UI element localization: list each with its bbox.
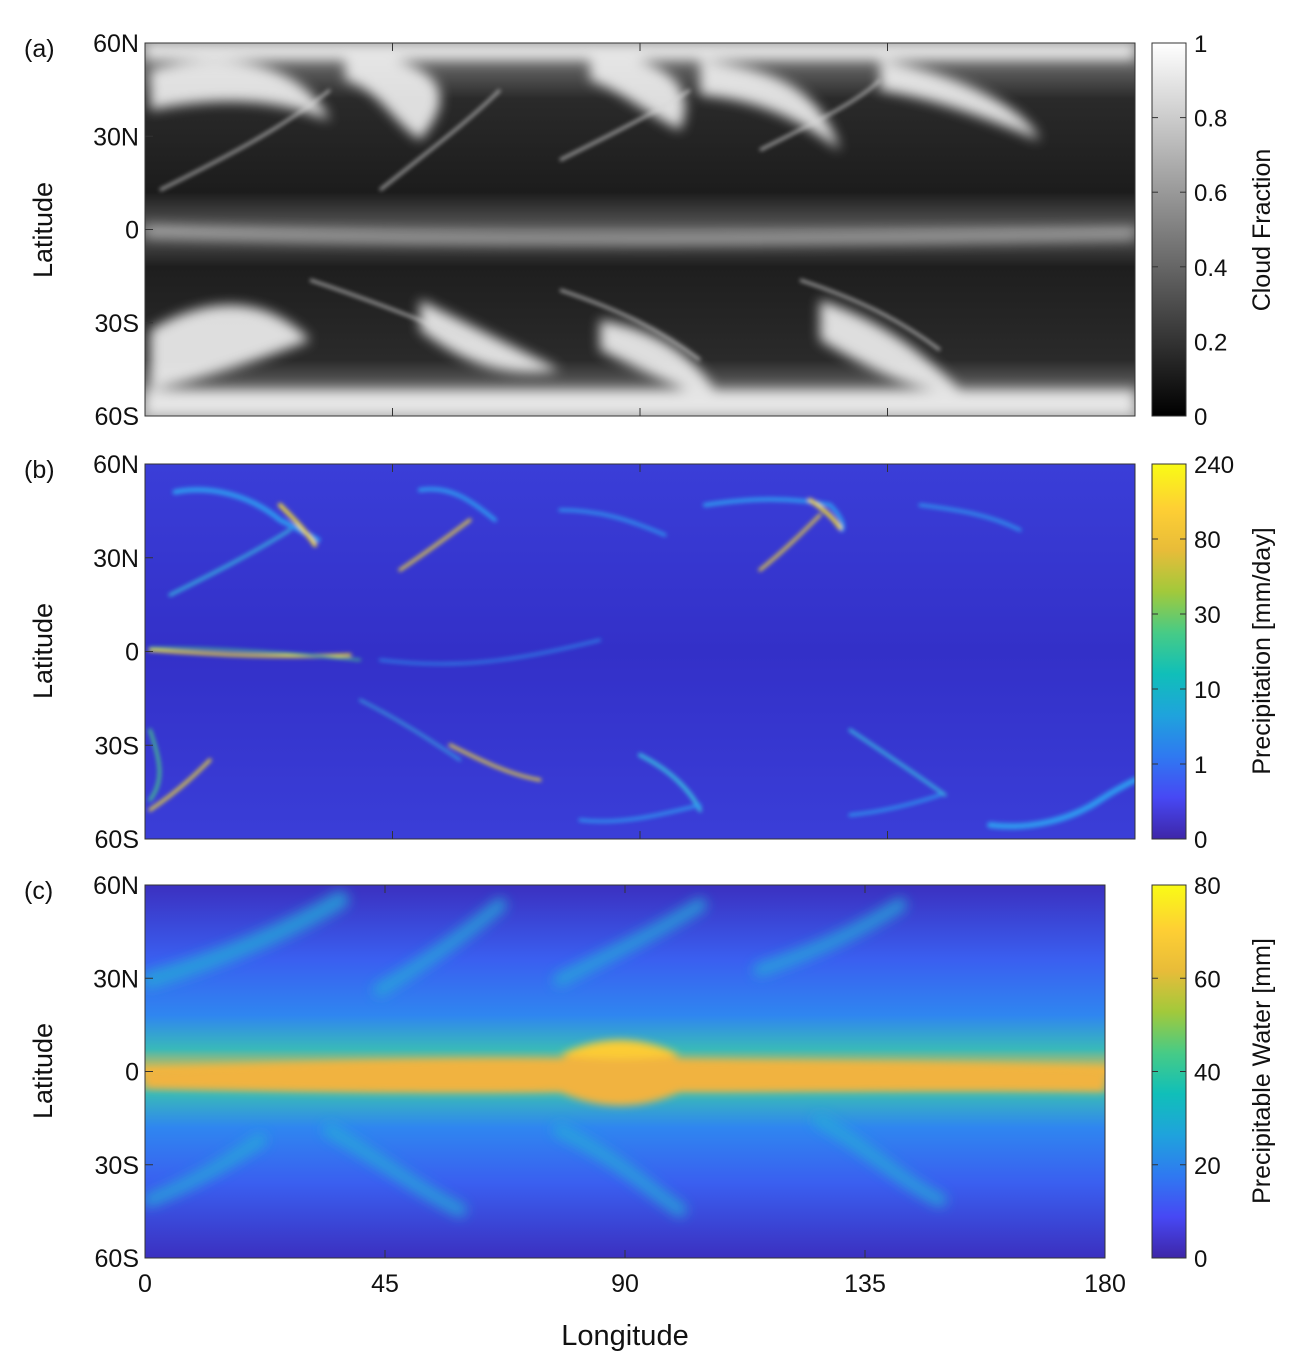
- colorbar-tick-label: 40: [1194, 1060, 1221, 1087]
- colorbar-tick-label: 0: [1194, 1246, 1207, 1273]
- colorbar-tick-label: 240: [1194, 452, 1234, 479]
- y-tick-label: 30S: [95, 310, 139, 338]
- y-tick-label: 30N: [93, 965, 139, 993]
- y-tick-label: 30N: [93, 123, 139, 151]
- y-tick-label: 60S: [95, 1245, 139, 1273]
- colorbar-tick-label: 80: [1194, 527, 1221, 554]
- colorbar: [1151, 42, 1187, 417]
- x-tick-label: 45: [371, 1270, 399, 1298]
- x-ticks: [144, 43, 1136, 416]
- precipitation-field: [145, 464, 1135, 839]
- x-tick-label: 135: [844, 1270, 886, 1298]
- x-axis-label: Longitude: [561, 1320, 688, 1352]
- colorbar-tick-label: 1: [1194, 31, 1207, 58]
- colorbar-ticks: 0 1 10 30 80 240: [1152, 452, 1234, 854]
- y-ticks: 60N 30N 0 30S 60S: [93, 872, 153, 1273]
- colorbar-tick-label: 1: [1194, 752, 1207, 779]
- colorbar-tick-label: 20: [1194, 1153, 1221, 1180]
- colorbar-tick-label: 60: [1194, 966, 1221, 993]
- colorbar-tick-label: 0.6: [1194, 180, 1227, 207]
- cloud-fraction-field: [145, 43, 1135, 416]
- panel-label: (b): [24, 456, 55, 484]
- y-tick-label: 0: [125, 217, 139, 245]
- y-tick-label: 60N: [93, 30, 139, 58]
- x-tick-label: 0: [138, 1270, 152, 1298]
- colorbar-tick-label: 0.8: [1194, 106, 1227, 133]
- y-ticks: 60N 30N 0 30S 60S: [93, 30, 153, 431]
- panel-c: (c) Latitude 60N 30N 0 30S 60S 0 45 90 135 180 0…: [24, 872, 1276, 1352]
- y-tick-label: 30S: [95, 732, 139, 760]
- panel-label: (a): [24, 35, 55, 63]
- colorbar-tick-label: 0: [1194, 827, 1207, 854]
- y-axis-label: Latitude: [28, 1023, 58, 1119]
- colorbar-tick-label: 30: [1194, 602, 1221, 629]
- colorbar-ticks: 0 20 40 60 80: [1152, 873, 1221, 1273]
- x-ticks: 0 45 90 135 180: [138, 885, 1126, 1298]
- x-ticks: [144, 464, 1136, 839]
- colorbar-tick-label: 0.2: [1194, 329, 1227, 356]
- colorbar-tick-label: 0.4: [1194, 255, 1227, 282]
- y-tick-label: 60S: [95, 826, 139, 854]
- x-tick-label: 90: [611, 1270, 639, 1298]
- y-tick-label: 30N: [93, 545, 139, 573]
- colorbar-tick-label: 0: [1194, 404, 1207, 431]
- colorbar-tick-label: 10: [1194, 677, 1221, 704]
- y-tick-label: 30S: [95, 1152, 139, 1180]
- panel-b: (b) Latitude 60N 30N 0 30S 60S 0 1 10 30 80 240 P…: [24, 451, 1276, 854]
- colorbar-label: Precipitable Water [mm]: [1248, 938, 1276, 1204]
- y-tick-label: 60N: [93, 872, 139, 900]
- y-ticks: 60N 30N 0 30S 60S: [93, 451, 153, 854]
- panel-label: (c): [24, 877, 53, 905]
- precipitable-water-field: [145, 885, 1105, 1258]
- colorbar-label: Precipitation [mm/day]: [1248, 527, 1276, 774]
- colorbar-label: Cloud Fraction: [1248, 149, 1276, 312]
- colorbar-tick-label: 80: [1194, 873, 1221, 900]
- y-tick-label: 60N: [93, 451, 139, 479]
- y-tick-label: 60S: [95, 403, 139, 431]
- y-tick-label: 0: [125, 1059, 139, 1087]
- y-tick-label: 0: [125, 639, 139, 667]
- x-tick-label: 180: [1084, 1270, 1126, 1298]
- colorbar-ticks: 0 0.2 0.4 0.6 0.8 1: [1152, 31, 1227, 431]
- y-axis-label: Latitude: [28, 182, 58, 278]
- y-axis-label: Latitude: [28, 603, 58, 699]
- panel-a: (a) Latitude 60N 30N 0 30S 60S 0 0.2 0.4 0.6 0.8…: [24, 30, 1276, 431]
- colorbar: [1151, 463, 1187, 840]
